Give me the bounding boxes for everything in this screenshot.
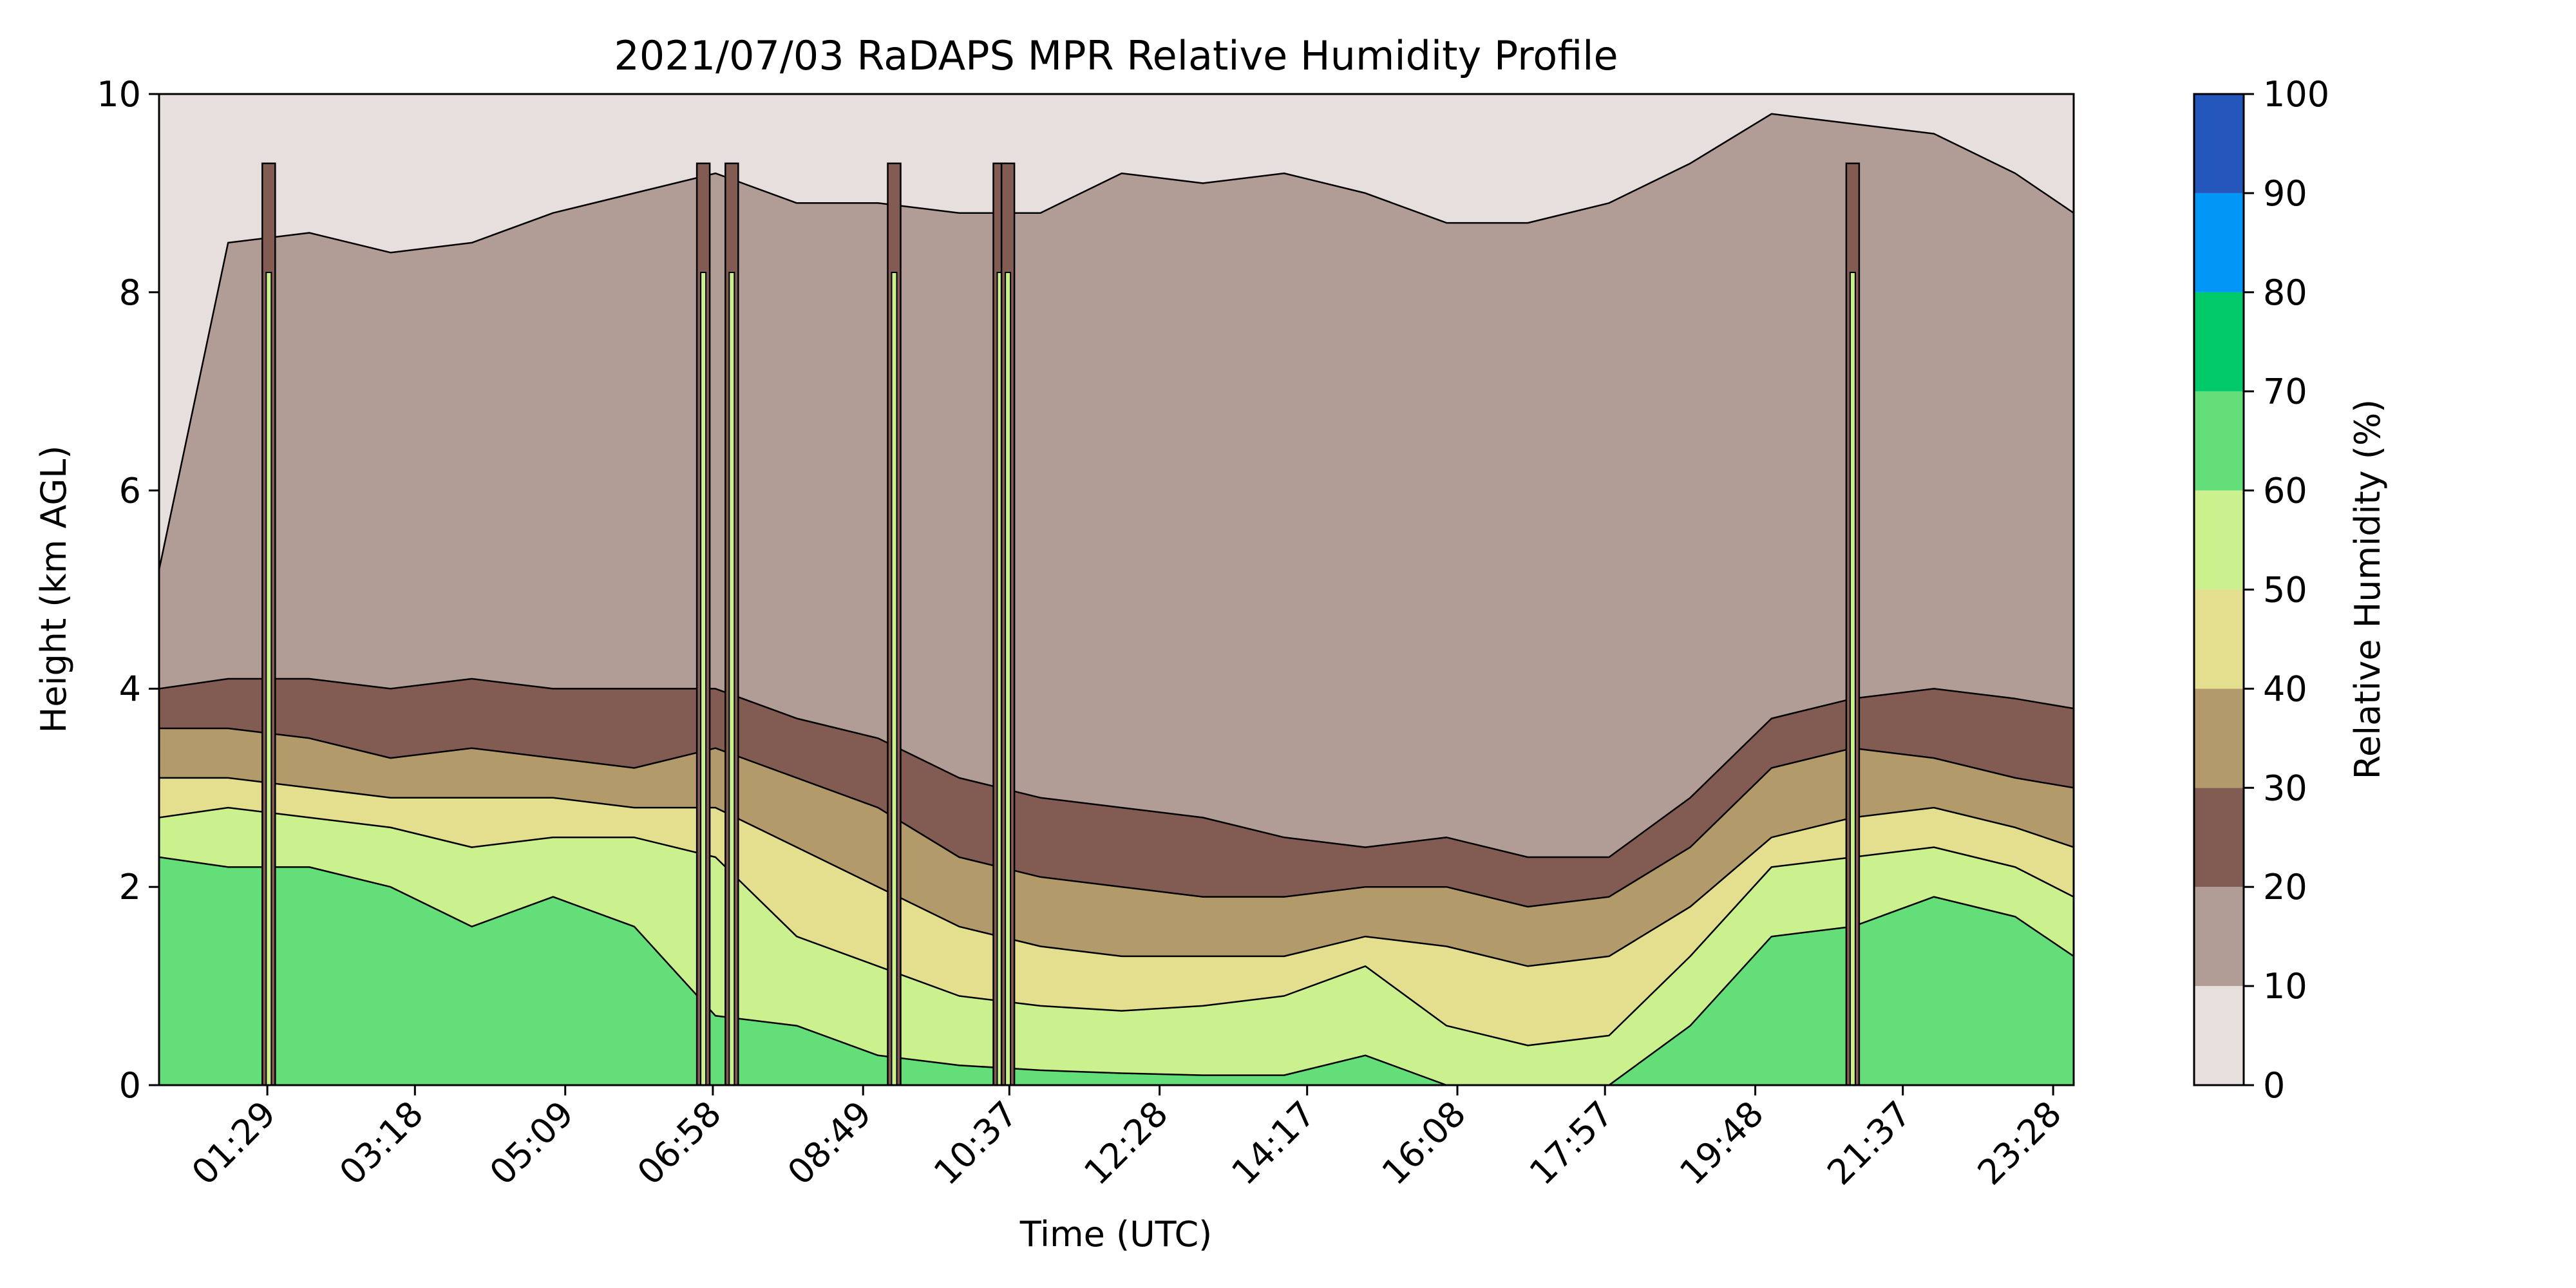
rh-band-60-70 [159,856,2074,1085]
y-tick-label: 10 [97,74,141,115]
chart-title: 2021/07/03 RaDAPS MPR Relative Humidity … [614,32,1618,79]
moist-column [261,162,276,1085]
colorbar-swatch [2194,589,2244,689]
colorbar-tick-label: 40 [2263,668,2307,709]
colorbar-swatch [2194,94,2244,193]
colorbar-tick-label: 80 [2263,272,2307,313]
colorbar-tick-label: 70 [2263,372,2307,412]
colorbar-tick-label: 30 [2263,768,2307,808]
colorbar-tick-label: 90 [2263,173,2307,214]
x-axis-label: Time (UTC) [1019,1214,1213,1255]
moist-column-inner [700,272,707,1085]
moist-column [696,162,711,1085]
colorbar-swatch [2194,688,2244,788]
y-tick-label: 0 [119,1065,141,1106]
moist-column [887,162,902,1085]
moist-column [1845,162,1861,1085]
moist-columns [261,162,1861,1085]
colorbar-tick-label: 50 [2263,570,2307,611]
y-axis: 0 2 4 6 8 10 [97,74,159,1106]
moist-column-inner [1849,272,1856,1085]
colorbar-swatch [2194,986,2244,1085]
colorbar-swatch [2194,193,2244,292]
colorbar-swatch [2194,292,2244,392]
y-tick-label: 8 [119,272,141,313]
y-axis-label: Height (km AGL) [33,446,74,734]
colorbar-label: Relative Humidity (%) [2347,399,2388,779]
colorbar-tick-label: 100 [2263,74,2329,115]
plot-frame [158,93,2075,1086]
colorbar: 0 10 20 30 40 50 60 70 80 90 100 [2193,74,2329,1106]
colorbar-swatch [2194,887,2244,987]
plot-area [159,94,2074,1085]
moist-column [1000,162,1016,1085]
colorbar-swatch [2194,788,2244,887]
colorbar-tick-label: 10 [2263,966,2307,1007]
colorbar-swatch [2194,490,2244,590]
colorbar-tick-label: 20 [2263,867,2307,907]
y-tick-label: 2 [119,867,141,907]
rh-contour-bands [159,113,2074,1085]
moist-column-inner [265,272,272,1085]
moist-column-inner [728,272,735,1085]
colorbar-tick-label: 0 [2263,1065,2285,1106]
moist-column [724,162,739,1085]
moist-column-inner [891,272,898,1085]
colorbar-tick-label: 60 [2263,471,2307,511]
y-tick-label: 4 [119,668,141,709]
colorbar-swatch [2194,391,2244,491]
y-tick-label: 6 [119,471,141,511]
moist-column-inner [1005,272,1012,1085]
